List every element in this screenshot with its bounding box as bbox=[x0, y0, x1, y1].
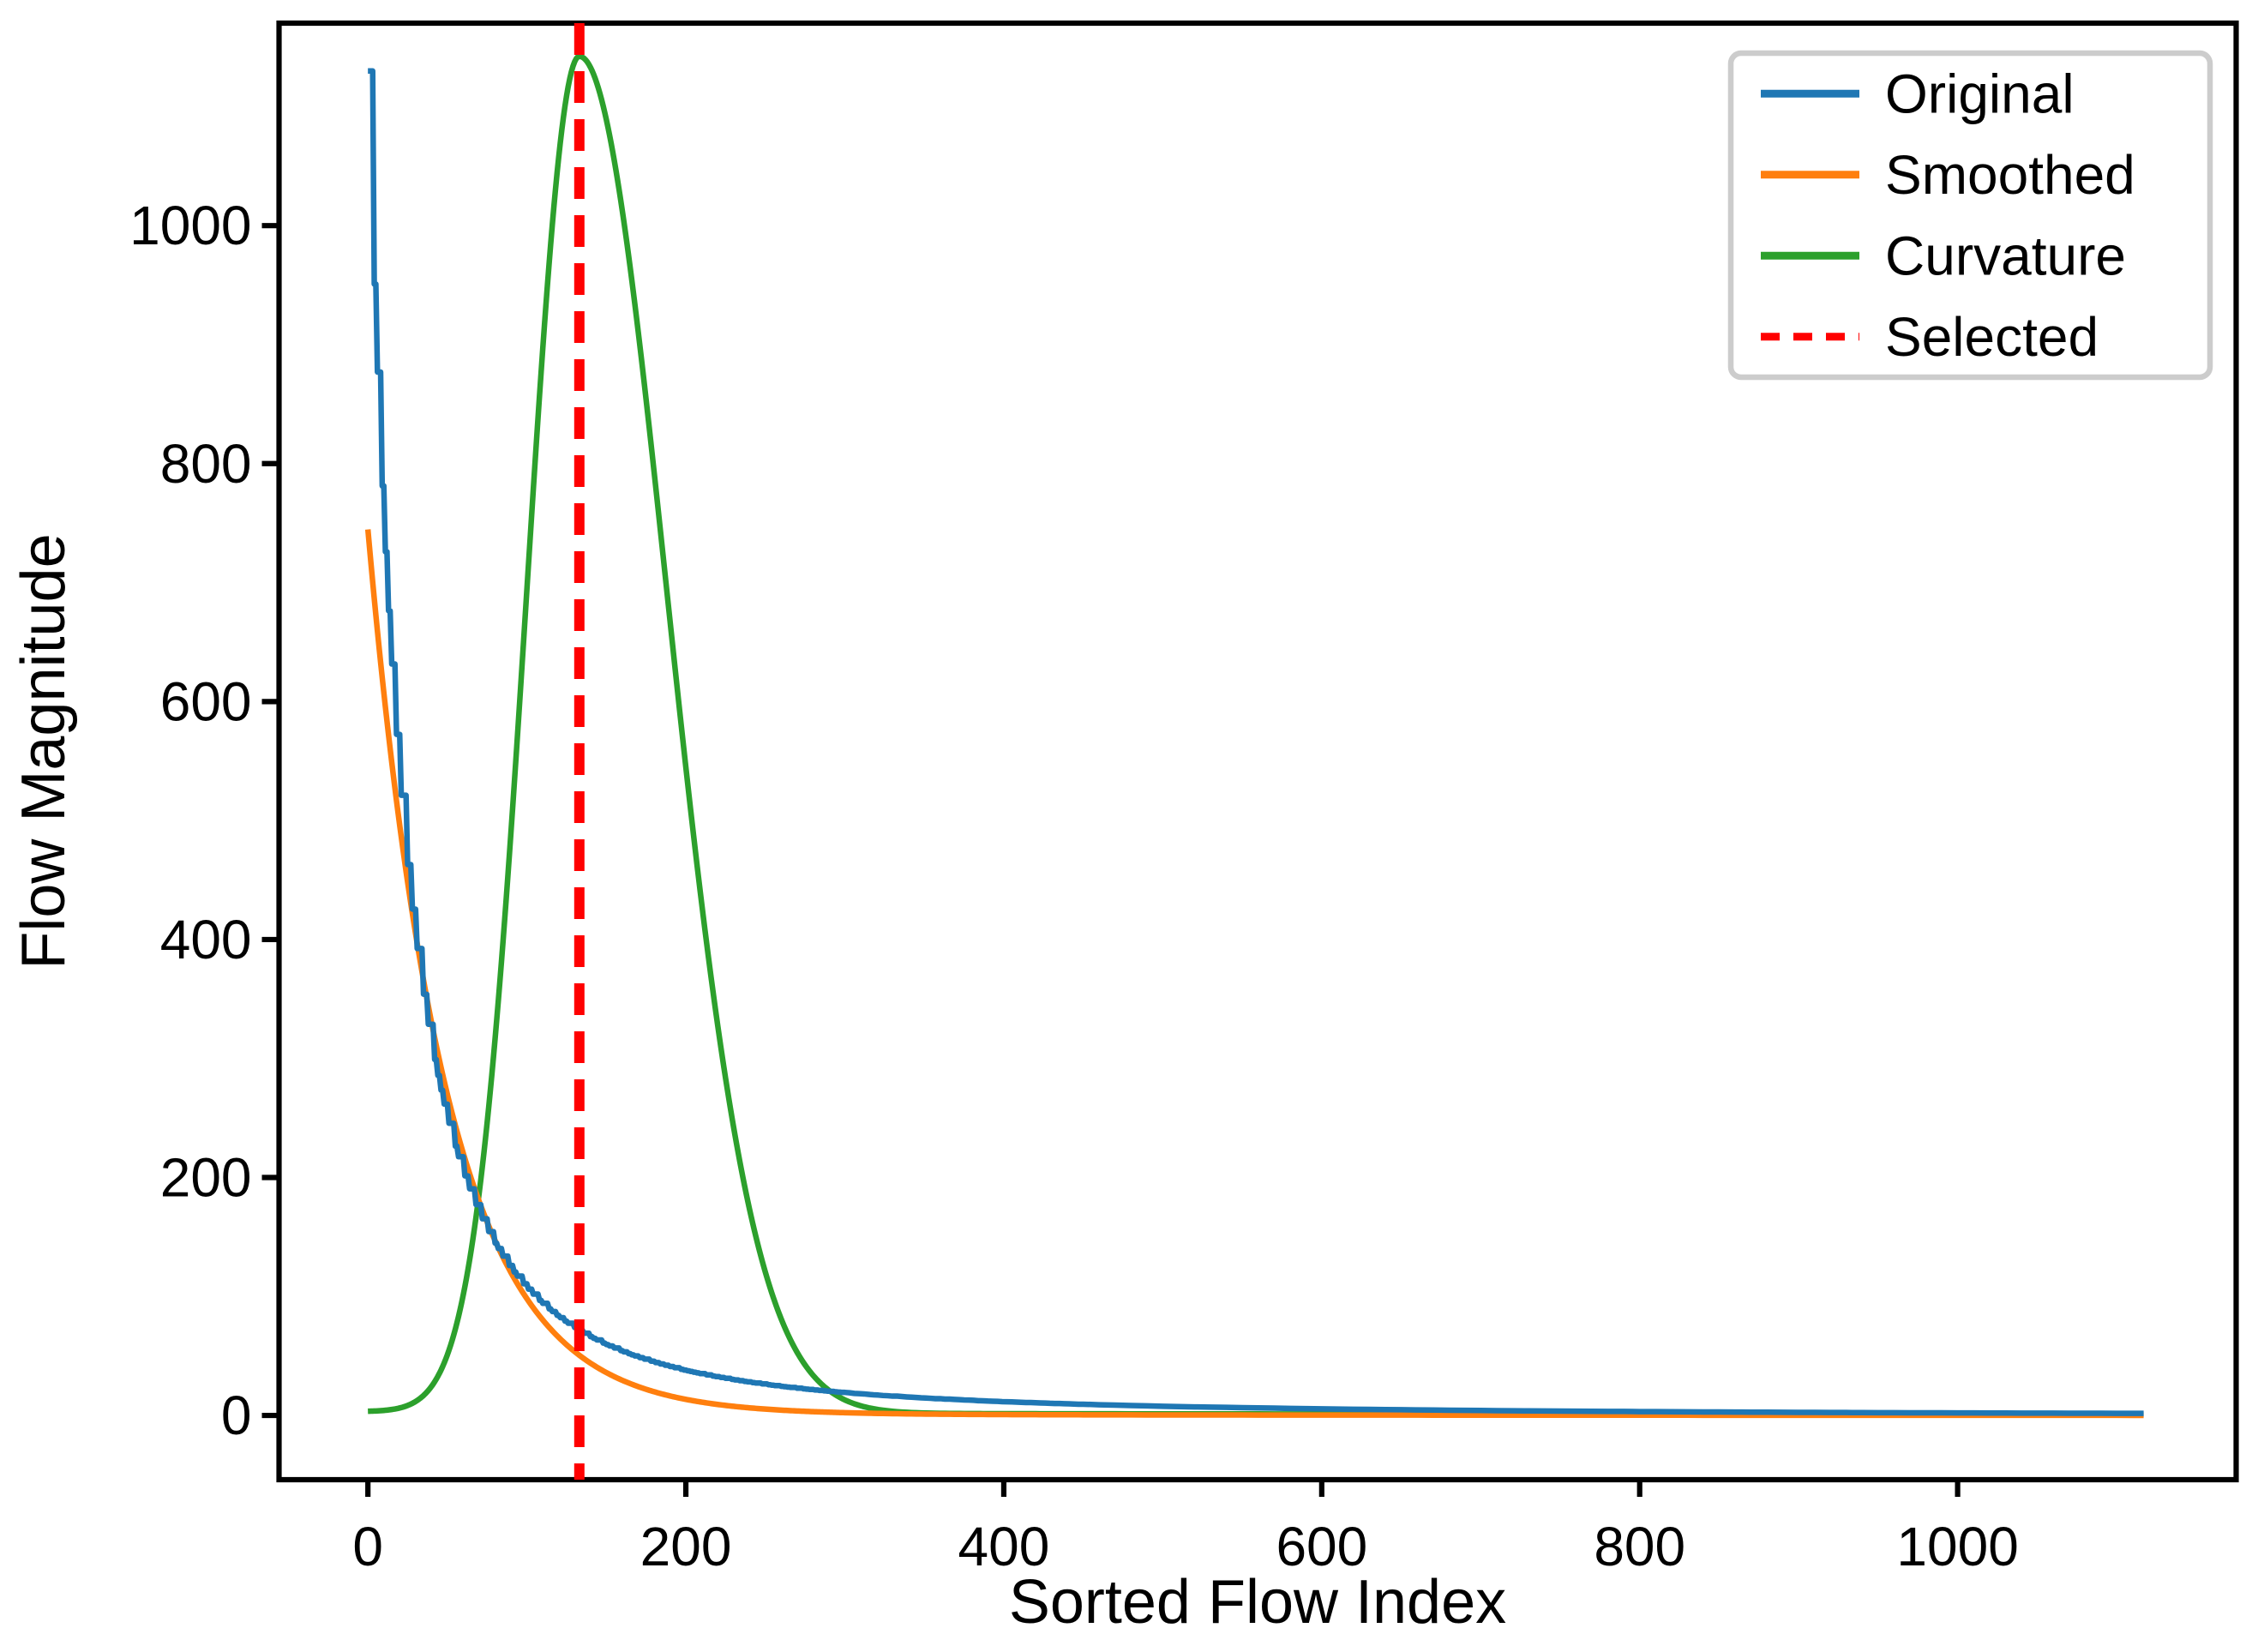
svg-text:800: 800 bbox=[160, 433, 252, 495]
svg-text:Smoothed: Smoothed bbox=[1885, 144, 2135, 206]
svg-text:1000: 1000 bbox=[129, 195, 251, 256]
svg-text:800: 800 bbox=[1594, 1516, 1685, 1577]
svg-text:Sorted Flow Index: Sorted Flow Index bbox=[1009, 1568, 1506, 1637]
svg-text:0: 0 bbox=[221, 1385, 252, 1446]
svg-text:1000: 1000 bbox=[1896, 1516, 2018, 1577]
svg-text:200: 200 bbox=[640, 1516, 732, 1577]
svg-text:600: 600 bbox=[160, 670, 252, 732]
svg-text:Curvature: Curvature bbox=[1885, 225, 2126, 286]
svg-text:400: 400 bbox=[160, 909, 252, 970]
svg-text:Flow Magnitude: Flow Magnitude bbox=[9, 533, 78, 969]
svg-text:Original: Original bbox=[1885, 63, 2075, 124]
svg-text:200: 200 bbox=[160, 1146, 252, 1208]
svg-text:Selected: Selected bbox=[1885, 306, 2099, 368]
svg-text:0: 0 bbox=[352, 1516, 383, 1577]
